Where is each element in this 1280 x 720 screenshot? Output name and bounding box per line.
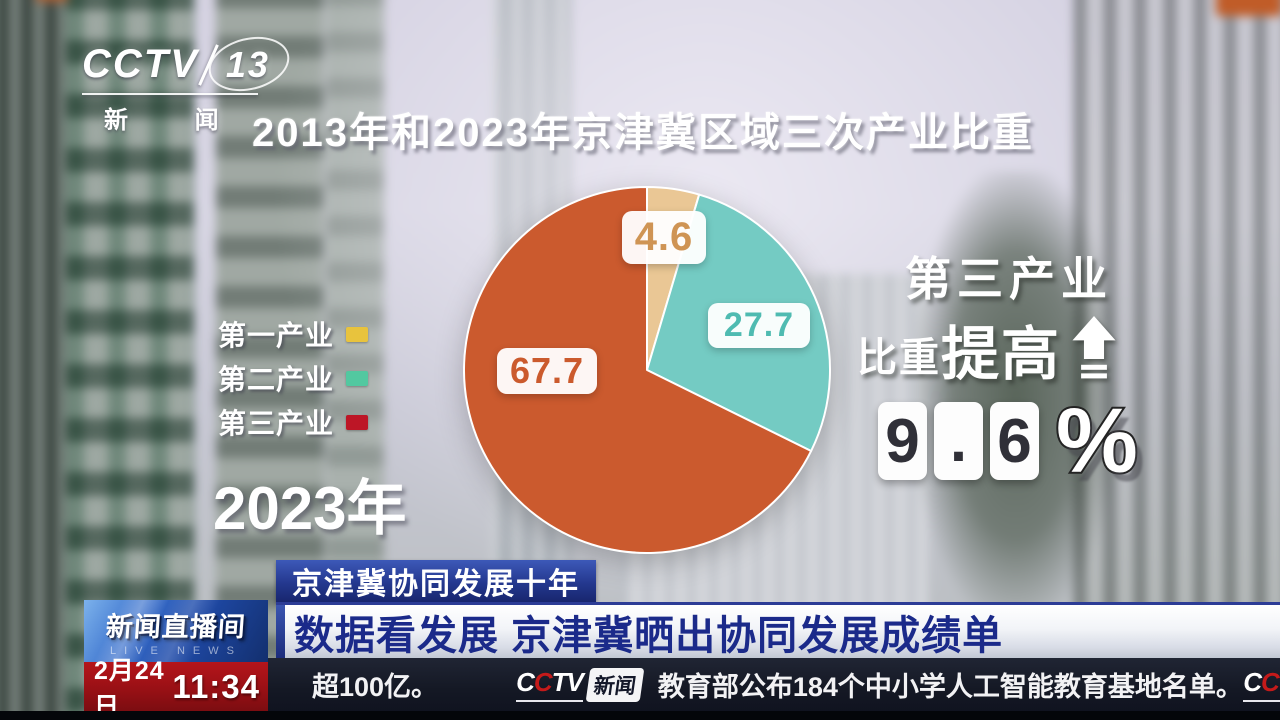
legend-item-secondary: 第二产业 <box>218 356 369 400</box>
percent-sign: % <box>1054 390 1140 492</box>
pie-value-label-secondary: 27.7 <box>708 303 810 348</box>
orange-rooftop-left <box>36 0 68 2</box>
pie-value-label-tertiary: 67.7 <box>497 348 597 394</box>
channel-number: 13 <box>220 44 276 86</box>
legend-swatch-teal <box>346 370 369 386</box>
year-label: 2023年 <box>213 475 407 542</box>
channel-logo-text: CCTV <box>82 42 199 86</box>
cctv-wordmark: CCTV <box>1243 667 1280 702</box>
annotation-value: 9 . 6 % <box>878 390 1140 492</box>
digit-box: 6 <box>990 402 1039 480</box>
channel-subtitle: 新 闻 <box>104 107 249 134</box>
news-ticker: 超100亿。 CCTV 新闻 教育部公布184个中小学人工智能教育基地名单。 C… <box>268 658 1280 711</box>
legend-label: 第一产业 <box>218 320 335 351</box>
ticker-item: 教育部公布184个中小学人工智能教育基地名单。 <box>657 672 1243 702</box>
cctv-wordmark: CCTV <box>516 667 584 702</box>
headline-text: 数据看发展 京津冀晒出协同发展成绩单 <box>294 613 1004 658</box>
building-right <box>1074 0 1280 720</box>
legend-swatch-yellow <box>346 326 369 342</box>
time-text: 11:34 <box>172 667 260 705</box>
annotation-raise-text: 提高 <box>941 322 1062 387</box>
bottom-black-strip <box>0 711 1280 720</box>
topic-banner: 京津冀协同发展十年 <box>276 560 596 602</box>
cctv-news-logo-clipped: CCTV <box>1243 658 1280 711</box>
cctv-news-logo: CCTV 新闻 <box>516 667 645 702</box>
ticker-item: 超100亿。 <box>312 672 439 702</box>
news-chip: 新闻 <box>585 667 645 702</box>
channel-logo: CCTV 13 新 闻 <box>82 42 276 135</box>
program-logo: 新闻直播间 LIVE NEWS <box>84 600 268 662</box>
legend-swatch-red <box>346 414 369 430</box>
legend-item-primary: 第一产业 <box>218 312 369 356</box>
digit-box-dot: . <box>934 402 983 480</box>
annotation-share-text: 比重 <box>857 336 941 380</box>
building-shadow <box>916 171 1116 621</box>
legend-item-tertiary: 第三产业 <box>218 400 369 444</box>
legend-label: 第二产业 <box>218 364 335 395</box>
orange-rooftop-right <box>1216 0 1280 16</box>
up-arrow-icon <box>1072 316 1116 379</box>
annotation-rise: 比重 提高 <box>857 316 1117 384</box>
date-text: 2月24日 <box>94 656 165 720</box>
chart-legend: 第一产业 第二产业 第三产业 <box>218 312 369 444</box>
program-title: 新闻直播间 <box>104 612 247 642</box>
legend-label: 第三产业 <box>218 408 335 439</box>
annotation-industry: 第三产业 <box>905 253 1113 305</box>
datetime-bar: 2月24日 11:34 <box>84 657 268 720</box>
digit-box: 9 <box>878 402 927 480</box>
pie-value-label-primary: 4.6 <box>622 211 706 264</box>
chart-title: 2013年和2023年京津冀区域三次产业比重 <box>252 111 1034 155</box>
pie-slice <box>463 186 813 554</box>
logo-underline <box>82 93 258 95</box>
headline-bar: 数据看发展 京津冀晒出协同发展成绩单 <box>276 602 1280 658</box>
